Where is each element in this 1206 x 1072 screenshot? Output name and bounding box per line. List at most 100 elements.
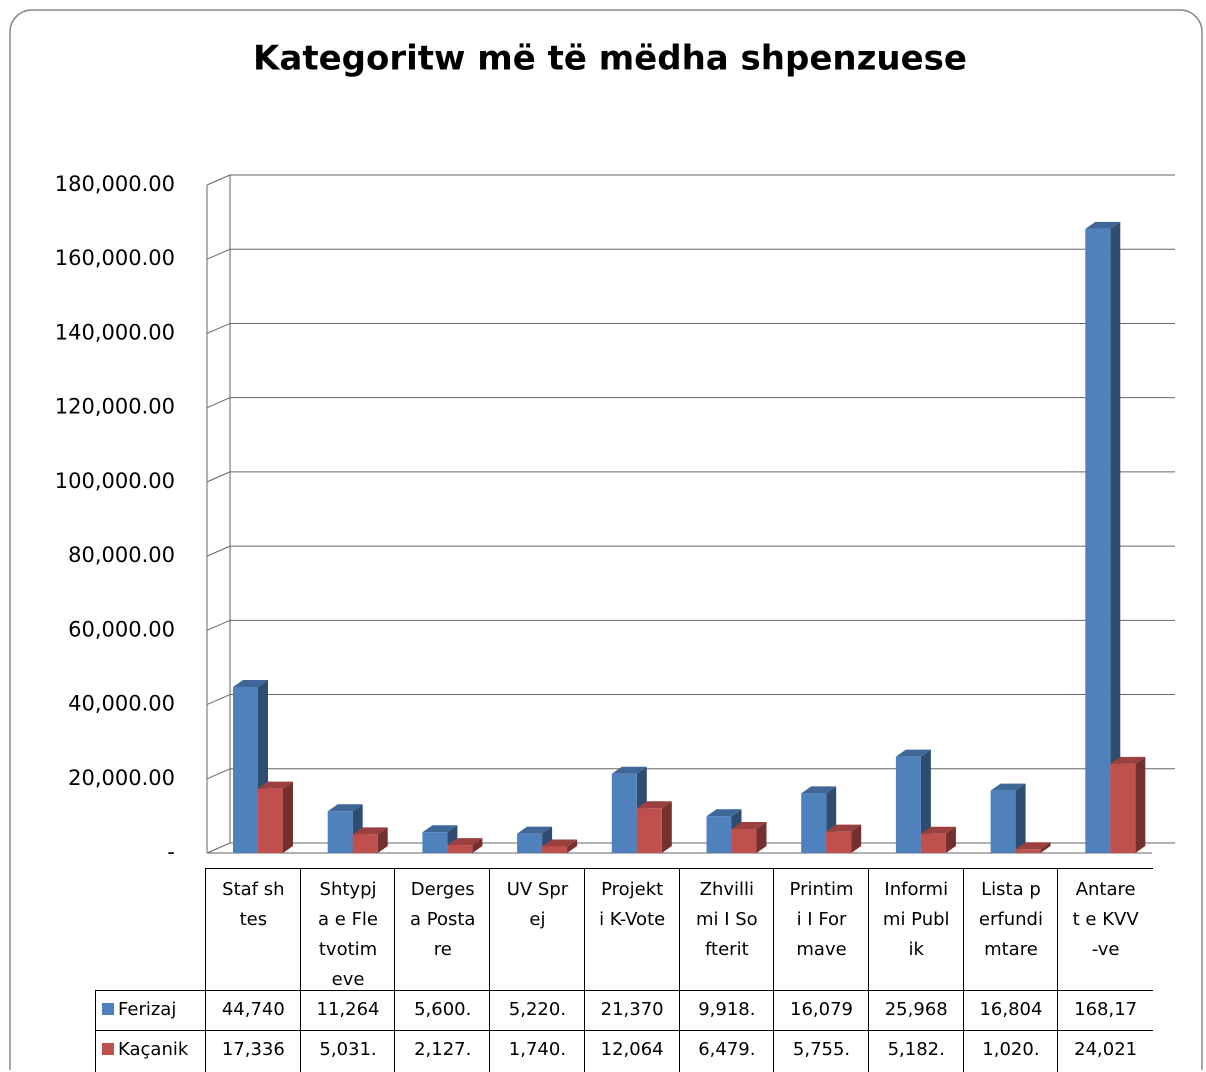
- bar-face: [826, 831, 852, 853]
- grid-line: [206, 545, 1175, 557]
- bar-face: [990, 790, 1016, 853]
- bar: [895, 749, 931, 853]
- bar-top: [1085, 221, 1121, 229]
- grid-line-side: [206, 174, 231, 186]
- bar-top: [801, 786, 837, 794]
- y-tick-label: -: [167, 840, 175, 864]
- bar: [826, 824, 862, 853]
- grid-line-side: [206, 397, 231, 409]
- bar-top: [327, 804, 363, 812]
- bar-face: [447, 845, 473, 853]
- bar: [1015, 842, 1051, 853]
- grid-line-side: [206, 322, 231, 334]
- data-label: 44,740: [205, 990, 301, 1032]
- data-label: 1,020.: [962, 1030, 1059, 1072]
- bar: [731, 821, 767, 853]
- bar-top: [258, 781, 293, 789]
- category-label: Projekt i K-Vote: [583, 868, 680, 992]
- bar: [990, 783, 1026, 853]
- bar-side: [283, 781, 293, 853]
- grid-line-side: [206, 248, 231, 260]
- category-label: Shtypja e Fletvotimeve: [299, 868, 396, 992]
- y-tick-label: 180,000.00: [55, 172, 175, 196]
- category-label: Staf shtes: [205, 868, 301, 992]
- data-label: 5,755.: [773, 1030, 869, 1072]
- grid-line-side: [206, 471, 231, 483]
- grid-line-side: [206, 768, 231, 780]
- bar-face: [920, 833, 946, 853]
- bar-top: [826, 824, 862, 832]
- bar-top: [517, 826, 553, 834]
- bar-face: [327, 811, 353, 853]
- data-label: 17,336: [205, 1030, 301, 1072]
- data-label: 11,264: [299, 990, 396, 1032]
- legend-label: Ferizaj: [118, 999, 177, 1020]
- chart-title: Kategoritw më të mëdha shpenzuese: [253, 39, 967, 79]
- bar-side: [1040, 842, 1051, 853]
- category-label: UV Sprej: [489, 868, 585, 992]
- grid-line-side: [206, 545, 231, 557]
- bar-face: [517, 833, 543, 853]
- bar-face: [258, 788, 283, 853]
- bar-side: [920, 749, 931, 853]
- data-label: 5,031.: [299, 1030, 396, 1072]
- bar-face: [731, 828, 757, 853]
- bar-side: [1110, 221, 1121, 853]
- category-label: Informimi Publik: [867, 868, 964, 992]
- bar-side: [756, 821, 767, 853]
- grid-line: [206, 174, 1175, 186]
- data-label: 2,127.: [394, 1030, 491, 1072]
- bar-face: [1015, 849, 1041, 853]
- bar-face: [1110, 763, 1136, 853]
- grid-line: [206, 768, 1175, 780]
- grid-line: [206, 248, 1175, 260]
- grid-line: [206, 619, 1175, 631]
- bar-side: [1135, 756, 1146, 853]
- bar-face: [1085, 228, 1111, 853]
- grid-line-side: [206, 694, 231, 706]
- bar-side: [1015, 783, 1026, 853]
- data-label: 12,064: [583, 1030, 680, 1072]
- bar-top: [422, 825, 458, 833]
- y-tick-label: 100,000.00: [55, 469, 175, 493]
- data-label: 1,740.: [489, 1030, 585, 1072]
- bar-face: [352, 834, 378, 853]
- bar-face: [801, 793, 827, 853]
- data-label: 6,479.: [678, 1030, 775, 1072]
- grid-line: [206, 322, 1175, 334]
- data-label: 25,968: [867, 990, 964, 1032]
- grid-line-side: [206, 842, 231, 854]
- bar-face: [895, 756, 921, 853]
- legend-key: [102, 1003, 114, 1015]
- y-tick-label: 140,000.00: [55, 320, 175, 344]
- data-label: 5,600.: [394, 990, 491, 1032]
- bar-top: [1110, 756, 1146, 764]
- bar-top: [233, 679, 268, 687]
- bar-side: [472, 838, 483, 853]
- bar-side: [851, 824, 862, 853]
- legend-label: Kaçanik: [118, 1039, 189, 1060]
- data-label: 16,079: [773, 990, 869, 1032]
- bar-top: [920, 826, 956, 834]
- bar-top: [1015, 842, 1051, 850]
- bar-side: [945, 826, 956, 853]
- legend-key: [102, 1043, 114, 1055]
- grid-line-side: [206, 619, 231, 631]
- bar: [1085, 221, 1121, 853]
- bar-top: [611, 766, 647, 774]
- bar-top: [542, 839, 578, 847]
- y-tick-label: 40,000.00: [68, 692, 175, 716]
- category-label: Dergesa Postare: [394, 868, 491, 992]
- legend-entry: Ferizaj: [95, 990, 206, 1032]
- bar-side: [661, 801, 672, 853]
- category-label: Printimi I Formave: [773, 868, 869, 992]
- category-label: Lista perfundimtare: [962, 868, 1059, 992]
- bar-top: [731, 821, 767, 829]
- y-tick-label: 80,000.00: [68, 543, 175, 567]
- data-label: 21,370: [583, 990, 680, 1032]
- bar-side: [567, 839, 578, 853]
- bar: [447, 838, 483, 853]
- bar: [920, 826, 956, 853]
- bar: [517, 826, 553, 853]
- bar-face: [233, 686, 258, 853]
